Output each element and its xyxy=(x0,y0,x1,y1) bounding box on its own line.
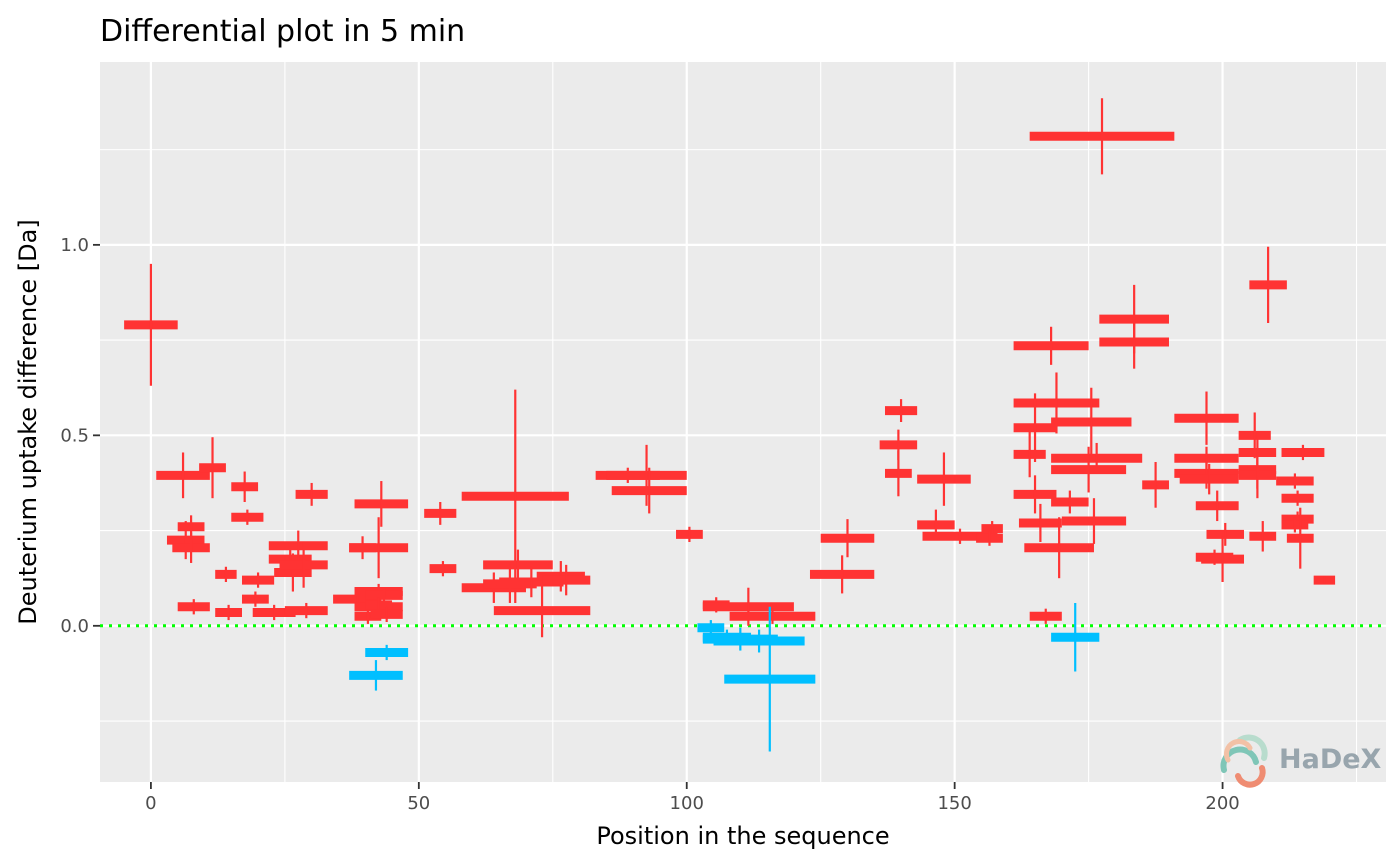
x-tick-label: 50 xyxy=(407,793,430,814)
y-tick-label: 1.0 xyxy=(60,235,89,256)
x-tick-label: 0 xyxy=(145,793,156,814)
y-axis: 0.0 0.5 1.0 xyxy=(60,235,100,637)
data-marks xyxy=(124,98,1336,752)
x-axis-title: Position in the sequence xyxy=(596,822,889,850)
minor-gridlines xyxy=(100,62,1386,782)
x-axis: 0 50 100 150 200 xyxy=(145,782,1240,814)
y-tick-label: 0.5 xyxy=(60,425,89,446)
x-tick-label: 200 xyxy=(1205,793,1239,814)
hadex-logo: HaDeX xyxy=(1220,734,1382,788)
hadex-logo-icon xyxy=(1220,734,1268,788)
y-tick-label: 0.0 xyxy=(60,616,89,637)
y-axis-title: Deuterium uptake difference [Da] xyxy=(14,219,42,624)
x-tick-label: 150 xyxy=(937,793,971,814)
plot-panel xyxy=(100,62,1386,782)
x-tick-label: 100 xyxy=(670,793,704,814)
chart-title: Differential plot in 5 min xyxy=(100,14,465,49)
hadex-logo-text: HaDeX xyxy=(1279,744,1382,775)
